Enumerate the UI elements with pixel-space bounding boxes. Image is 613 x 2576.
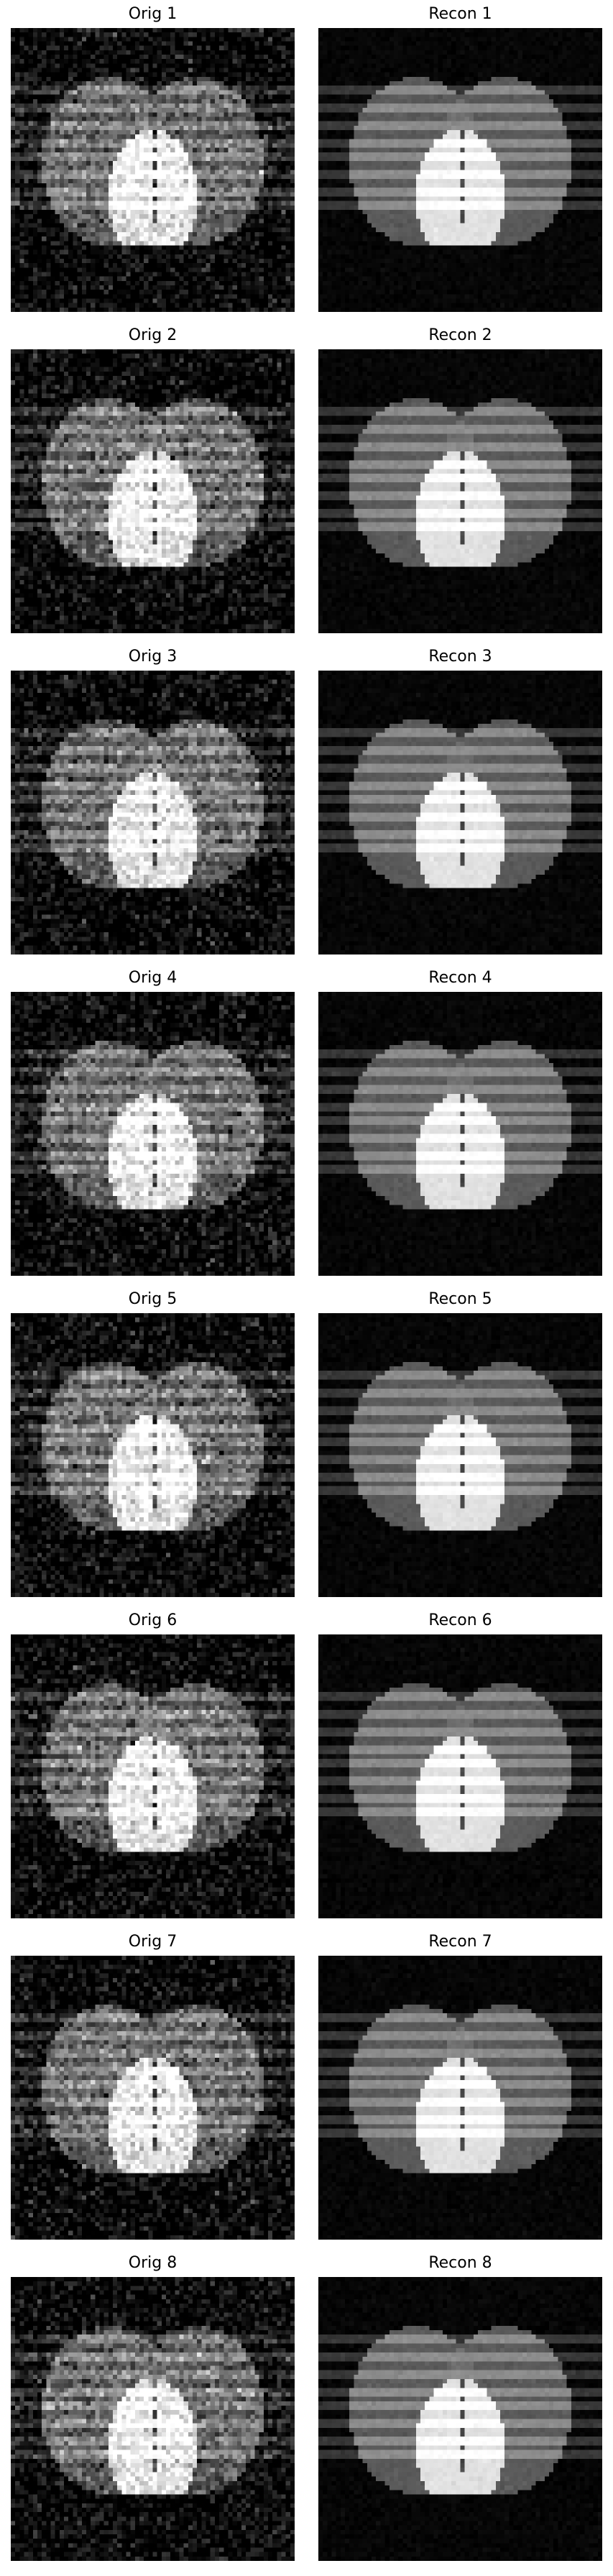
panel-title: Recon 5 <box>428 1290 492 1308</box>
panel-title: Recon 8 <box>428 2254 492 2272</box>
reconstructed-image <box>318 1956 602 2240</box>
panel-title: Recon 7 <box>428 1933 492 1951</box>
noisy-image <box>11 671 295 954</box>
panel-title: Recon 4 <box>428 969 492 987</box>
panel-title: Recon 3 <box>428 648 492 666</box>
panel-title: Orig 2 <box>128 326 178 344</box>
panel-title: Recon 2 <box>428 326 492 344</box>
reconstructed-image <box>318 28 602 312</box>
noisy-image <box>11 1634 295 1918</box>
panel-title: Orig 3 <box>128 648 178 666</box>
reconstructed-image <box>318 1634 602 1918</box>
noisy-image <box>11 1956 295 2240</box>
reconstructed-image <box>318 671 602 954</box>
panel-title: Recon 1 <box>428 5 492 23</box>
panel-title: Orig 6 <box>128 1611 178 1629</box>
panel-title: Orig 4 <box>128 969 178 987</box>
panel-title: Orig 5 <box>128 1290 178 1308</box>
reconstructed-image <box>318 992 602 1276</box>
noisy-image <box>11 28 295 312</box>
panel-title: Recon 6 <box>428 1611 492 1629</box>
reconstructed-image <box>318 349 602 633</box>
noisy-image <box>11 349 295 633</box>
reconstructed-image <box>318 1313 602 1597</box>
panel-title: Orig 7 <box>128 1933 178 1951</box>
noisy-image <box>11 992 295 1276</box>
noisy-image <box>11 2277 295 2561</box>
panel-title: Orig 1 <box>128 5 178 23</box>
reconstructed-image <box>318 2277 602 2561</box>
panel-title: Orig 8 <box>128 2254 178 2272</box>
noisy-image <box>11 1313 295 1597</box>
